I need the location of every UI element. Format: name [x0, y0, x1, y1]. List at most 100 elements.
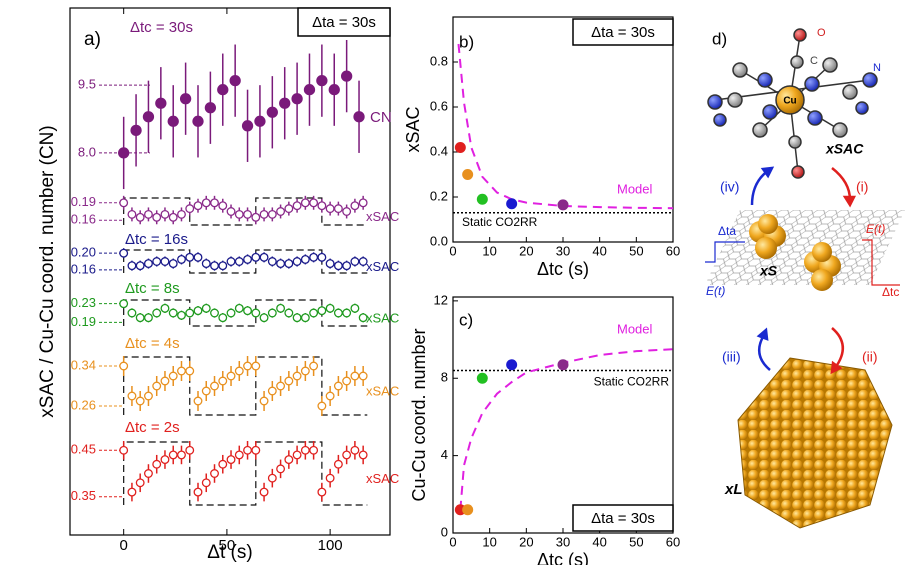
- marker: [204, 102, 217, 114]
- marker: [127, 308, 137, 318]
- model-curve: [459, 348, 674, 510]
- marker: [276, 303, 286, 313]
- inset-label: Δta = 30s: [591, 510, 655, 527]
- marker: [135, 212, 145, 222]
- x-tick-label: 0: [449, 534, 456, 549]
- marker: [155, 97, 167, 109]
- marker: [342, 376, 352, 386]
- marker: [325, 204, 335, 214]
- y-tick-label: 0.26: [71, 397, 96, 412]
- marker: [177, 254, 186, 264]
- x-tick-label: 10: [482, 534, 496, 549]
- marker: [226, 308, 236, 318]
- y-tick-label: 0.19: [71, 194, 96, 209]
- marker: [266, 106, 278, 118]
- marker: [177, 450, 186, 460]
- panel-label: c): [459, 310, 473, 329]
- step-wave: [123, 249, 368, 274]
- marker: [328, 84, 340, 96]
- marker: [193, 306, 203, 316]
- marker: [476, 372, 488, 384]
- atom-label: C: [810, 55, 818, 67]
- marker: [210, 308, 219, 318]
- marker: [251, 252, 261, 262]
- marker: [226, 371, 236, 381]
- marker: [210, 381, 219, 391]
- marker: [152, 257, 162, 266]
- series-label: xSAC: [366, 383, 399, 398]
- y-tick-label: 4: [441, 447, 448, 462]
- y-tick-label: 0.35: [71, 488, 96, 503]
- y-tick-label: 0.0: [430, 233, 448, 248]
- x-tick-label: 0: [449, 243, 456, 258]
- series-label: CN: [370, 109, 392, 126]
- species-label: xL: [724, 481, 743, 498]
- group-label: Δtc = 8s: [125, 280, 180, 297]
- y-tick-label: 0.23: [71, 295, 96, 310]
- marker: [309, 252, 319, 262]
- marker: [130, 124, 142, 136]
- marker: [557, 359, 569, 371]
- molecule: [707, 28, 878, 179]
- atom-label: N: [873, 62, 881, 74]
- y-tick-label: 0: [441, 524, 448, 539]
- marker: [192, 115, 204, 127]
- marker: [168, 371, 178, 381]
- marker: [152, 459, 162, 469]
- marker: [317, 201, 327, 211]
- marker: [144, 259, 153, 269]
- marker: [340, 70, 353, 82]
- x-axis-label: Δtc (s): [537, 550, 589, 565]
- diagram: d) O C N Cu xSAC xS xL (iv) (i) (iii) (i…: [705, 27, 905, 529]
- marker: [251, 212, 261, 222]
- marker: [193, 396, 203, 406]
- marker: [243, 306, 252, 316]
- marker: [300, 366, 310, 376]
- panel-label: a): [84, 29, 101, 50]
- marker: [342, 207, 352, 216]
- marker: [284, 308, 294, 318]
- marker: [152, 381, 162, 391]
- marker: [462, 169, 474, 180]
- marker: [201, 303, 211, 313]
- marker: [333, 459, 343, 469]
- marker: [160, 209, 170, 219]
- marker: [234, 450, 244, 460]
- marker: [185, 204, 195, 214]
- x-tick-label: 100: [318, 537, 343, 554]
- series-label: xSAC: [366, 259, 399, 274]
- y-tick-label: 0.6: [430, 98, 448, 113]
- marker: [303, 84, 316, 96]
- marker: [218, 201, 228, 211]
- marker: [276, 381, 286, 391]
- x-axis-label: Δt (s): [207, 542, 252, 563]
- marker: [243, 445, 252, 455]
- model-label: Model: [617, 321, 653, 336]
- marker: [309, 361, 319, 371]
- marker: [119, 248, 129, 258]
- marker: [226, 257, 236, 266]
- marker: [350, 371, 360, 381]
- marker: [316, 75, 328, 87]
- y-tick-label: 12: [434, 292, 448, 307]
- inset-box: [572, 18, 674, 46]
- marker: [325, 391, 335, 401]
- species-label: xS: [759, 263, 778, 279]
- x-tick-label: 50: [219, 537, 236, 554]
- marker: [210, 261, 219, 271]
- y-tick-label: 9.5: [78, 77, 96, 92]
- marker: [276, 259, 286, 269]
- marker: [210, 469, 219, 478]
- marker: [135, 478, 145, 488]
- step-label: (ii): [862, 349, 878, 365]
- x-tick-label: 30: [556, 534, 570, 549]
- inset-box: [297, 7, 391, 37]
- x-tick-label: 60: [666, 534, 680, 549]
- marker: [160, 376, 170, 386]
- y-axis-label: xSAC / Cu-Cu coord. number (CN): [37, 125, 58, 417]
- arrows: [705, 166, 900, 375]
- marker: [259, 209, 269, 219]
- group-label: Δtc = 16s: [125, 231, 188, 248]
- marker: [127, 391, 137, 401]
- marker: [276, 464, 286, 474]
